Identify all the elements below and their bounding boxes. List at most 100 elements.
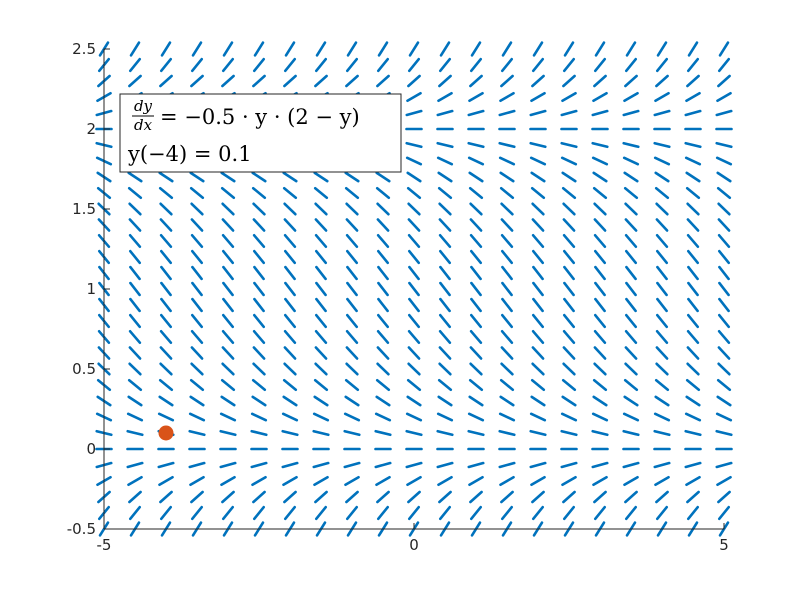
- slope-segment: [345, 249, 359, 265]
- slope-segment: [127, 378, 143, 392]
- slope-segment: [128, 249, 142, 265]
- slope-segment: [469, 490, 483, 504]
- slope-segment: [469, 74, 483, 88]
- slope-segment: [251, 395, 267, 407]
- slope-segment: [499, 186, 515, 200]
- slope-segment: [376, 249, 390, 265]
- legend-equation-rhs: = −0.5 · y · (2 − y): [160, 105, 360, 129]
- slope-segment: [128, 313, 142, 329]
- slope-segment: [314, 362, 328, 376]
- slope-segment: [375, 186, 391, 200]
- slope-segment: [625, 297, 637, 313]
- slope-segment: [498, 156, 516, 166]
- slope-segment: [408, 281, 420, 297]
- slope-segment: [562, 249, 576, 265]
- slope-segment: [625, 265, 637, 281]
- slope-segment: [128, 202, 142, 216]
- slope-segment: [531, 202, 545, 216]
- slope-segment: [470, 41, 482, 57]
- slope-segment: [624, 218, 638, 232]
- slope-segment: [498, 141, 516, 149]
- slope-segment: [314, 233, 328, 249]
- slope-segment: [283, 233, 297, 249]
- slope-segment: [345, 329, 359, 345]
- slope-segment: [406, 475, 422, 487]
- slope-segment: [252, 233, 266, 249]
- slope-segment: [314, 218, 328, 232]
- slope-segment: [283, 57, 297, 73]
- slope-segment: [436, 109, 454, 117]
- slope-segment: [500, 249, 514, 265]
- slope-segment: [685, 92, 701, 102]
- slope-segment: [531, 249, 545, 265]
- slope-segment: [654, 92, 670, 102]
- slope-segment: [562, 57, 576, 73]
- slope-segment: [717, 505, 731, 521]
- slope-segment: [686, 490, 700, 504]
- slope-segment: [407, 505, 421, 521]
- slope-segment: [654, 475, 670, 487]
- slope-segment: [561, 475, 577, 487]
- slope-segment: [313, 186, 329, 200]
- slope-segment: [374, 412, 392, 422]
- slope-segment: [468, 186, 484, 200]
- slope-segment: [718, 265, 730, 281]
- initial-point: [158, 425, 174, 441]
- slope-segment: [438, 74, 452, 88]
- slope-segment: [498, 461, 516, 469]
- slope-segment: [159, 57, 173, 73]
- slope-segment: [221, 74, 235, 88]
- slope-segment: [687, 41, 699, 57]
- slope-segment: [282, 186, 298, 200]
- slope-segment: [283, 249, 297, 265]
- slope-segment: [314, 329, 328, 345]
- slope-segment: [531, 313, 545, 329]
- slope-segment: [500, 362, 514, 376]
- slope-segment: [561, 186, 577, 200]
- slope-segment: [251, 171, 267, 183]
- slope-segment: [563, 297, 575, 313]
- slope-segment: [438, 505, 452, 521]
- slope-segment: [684, 461, 702, 469]
- slope-segment: [252, 329, 266, 345]
- slope-segment: [190, 74, 204, 88]
- slope-segment: [190, 362, 204, 376]
- slope-segment: [591, 141, 609, 149]
- slope-segment: [128, 346, 142, 360]
- slope-segment: [220, 171, 236, 183]
- slope-segment: [222, 41, 234, 57]
- slope-segment: [376, 233, 390, 249]
- slope-segment: [622, 141, 640, 149]
- slope-segment: [501, 41, 513, 57]
- slope-segment: [191, 281, 203, 297]
- slope-segment: [500, 218, 514, 232]
- slope-segment: [469, 313, 483, 329]
- slope-segment: [312, 461, 330, 469]
- slope-segment: [252, 202, 266, 216]
- slope-segment: [686, 249, 700, 265]
- slope-segment: [686, 505, 700, 521]
- slope-segment: [438, 329, 452, 345]
- slope-segment: [501, 297, 513, 313]
- slope-segment: [405, 429, 423, 437]
- slope-segment: [499, 171, 515, 183]
- slope-segment: [531, 490, 545, 504]
- slope-segment: [529, 141, 547, 149]
- slope-segment: [407, 249, 421, 265]
- slope-segment: [377, 297, 389, 313]
- slope-segment: [561, 92, 577, 102]
- slope-segment: [128, 57, 142, 73]
- slope-segment: [624, 74, 638, 88]
- slope-segment: [252, 57, 266, 73]
- slope-segment: [191, 297, 203, 313]
- slope-segment: [717, 362, 731, 376]
- slope-segment: [530, 171, 546, 183]
- slope-segment: [592, 378, 608, 392]
- slope-segment: [377, 281, 389, 297]
- slope-segment: [717, 313, 731, 329]
- slope-segment: [532, 265, 544, 281]
- slope-segment: [129, 41, 141, 57]
- slope-segment: [467, 109, 485, 117]
- slope-segment: [684, 412, 702, 422]
